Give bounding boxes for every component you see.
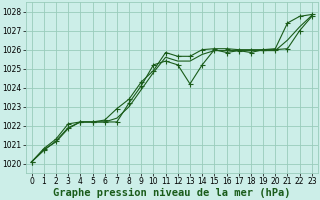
X-axis label: Graphe pression niveau de la mer (hPa): Graphe pression niveau de la mer (hPa) [53,188,291,198]
